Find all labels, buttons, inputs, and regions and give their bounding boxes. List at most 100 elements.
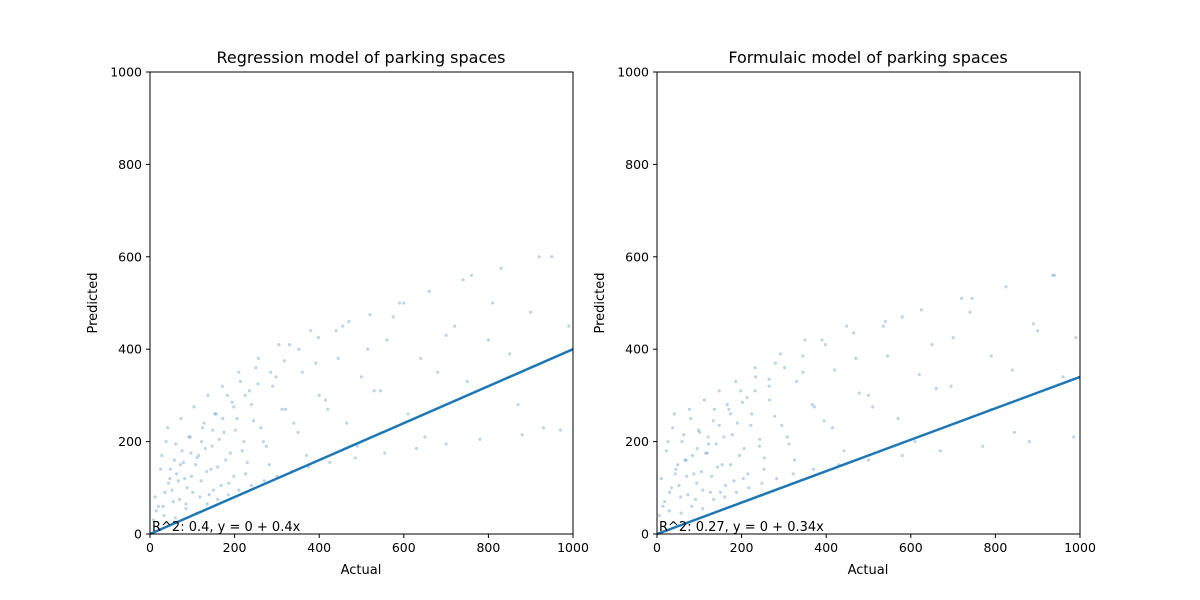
regression-data-point	[160, 453, 164, 458]
regression-x-tick-label: 1000	[557, 540, 589, 555]
formulaic-data-point	[750, 412, 754, 416]
regression-data-point	[175, 472, 179, 476]
regression-x-axis-label: Actual	[341, 563, 382, 578]
formulaic-data-point	[857, 391, 861, 395]
regression-data-point	[529, 310, 533, 314]
regression-data-point	[508, 352, 512, 356]
regression-x-tick-label: 200	[223, 540, 247, 555]
formulaic-data-point	[718, 490, 723, 494]
formulaic-data-point	[690, 453, 695, 458]
formulaic-data-point	[717, 423, 721, 427]
regression-data-point	[249, 483, 254, 488]
formulaic-data-point	[705, 451, 709, 455]
regression-data-point	[243, 393, 247, 397]
regression-data-point	[314, 361, 318, 365]
regression-data-point	[274, 375, 278, 379]
formulaic-data-point	[866, 393, 871, 397]
formulaic-data-point	[787, 442, 791, 446]
regression-data-point	[211, 488, 215, 492]
formulaic-data-point	[885, 354, 890, 358]
formulaic-y-tick-label: 400	[625, 342, 649, 357]
formulaic-x-axis-label: Actual	[848, 563, 889, 578]
regression-data-point	[427, 289, 431, 293]
regression-data-point	[262, 479, 266, 483]
formulaic-data-point	[854, 356, 858, 360]
regression-chart-title: Regression model of parking spaces	[217, 48, 506, 67]
formulaic-data-point	[767, 384, 771, 388]
formulaic-data-point	[881, 324, 885, 328]
regression-data-point	[249, 403, 254, 407]
formulaic-data-point	[746, 472, 750, 476]
formulaic-data-point	[680, 440, 684, 444]
regression-data-point	[309, 329, 313, 333]
regression-data-point	[151, 518, 155, 522]
regression-data-point	[216, 497, 220, 501]
formulaic-data-point	[661, 504, 665, 508]
formulaic-data-point	[767, 398, 772, 402]
regression-data-point	[217, 437, 221, 441]
regression-y-tick-label: 0	[134, 527, 142, 542]
regression-data-point	[541, 426, 546, 430]
formulaic-data-point	[677, 483, 681, 488]
formulaic-data-point	[723, 483, 728, 488]
formulaic-data-point	[795, 379, 799, 384]
formulaic-data-point	[791, 472, 795, 476]
regression-data-point	[280, 407, 284, 411]
regression-data-point	[194, 463, 198, 467]
formulaic-data-point	[762, 467, 766, 471]
formulaic-data-point	[702, 398, 707, 402]
formulaic-data-point	[951, 336, 955, 340]
regression-y-tick-label: 600	[118, 249, 142, 264]
formulaic-data-point	[693, 497, 698, 501]
regression-x-tick-label: 400	[307, 540, 331, 555]
regression-data-point	[221, 416, 225, 421]
formulaic-data-point	[830, 426, 835, 430]
regression-data-point	[336, 356, 340, 360]
formulaic-data-point	[762, 456, 767, 460]
regression-data-point	[334, 329, 338, 333]
regression-data-point	[469, 273, 474, 277]
formulaic-data-point	[664, 449, 668, 453]
formulaic-data-point	[729, 463, 733, 467]
regression-data-point	[264, 444, 268, 448]
formulaic-data-point	[690, 504, 694, 508]
regression-data-point	[184, 502, 188, 506]
formulaic-data-point	[753, 389, 757, 393]
formulaic-fit-line	[656, 375, 1081, 536]
formulaic-data-point	[767, 377, 771, 381]
regression-data-point	[179, 416, 183, 421]
formulaic-data-point	[695, 481, 699, 485]
regression-data-point	[520, 433, 524, 437]
formulaic-data-point	[679, 511, 683, 515]
regression-data-point	[206, 393, 210, 397]
regression-data-point	[156, 504, 161, 508]
regression-data-point	[282, 359, 287, 363]
regression-data-point	[499, 266, 503, 270]
regression-x-tick-label: 800	[476, 540, 500, 555]
formulaic-x-ticks: 0 200 400 600 800 1000	[653, 534, 1096, 555]
regression-data-point	[195, 456, 199, 460]
regression-data-point	[245, 460, 249, 464]
regression-data-point	[200, 426, 205, 430]
formulaic-x-tick-label: 400	[814, 540, 838, 555]
formulaic-data-point	[711, 419, 715, 423]
formulaic-data-point	[896, 416, 900, 421]
regression-data-point	[372, 389, 376, 393]
regression-data-point	[178, 463, 183, 467]
regression-data-point	[159, 467, 163, 471]
formulaic-data-point	[739, 389, 743, 393]
regression-data-point	[283, 407, 287, 411]
formulaic-data-point	[669, 486, 674, 490]
formulaic-data-point	[671, 426, 675, 430]
regression-data-point	[316, 336, 320, 340]
formulaic-data-point	[723, 495, 727, 499]
regression-data-point	[225, 393, 229, 397]
formulaic-data-point	[970, 296, 974, 300]
formulaic-data-point	[842, 449, 846, 453]
formulaic-data-point	[822, 419, 826, 423]
regression-data-point	[385, 338, 389, 342]
formulaic-data-point	[682, 433, 686, 437]
regression-annotation: R^2: 0.4, y = 0 + 0.4x	[152, 520, 301, 535]
formulaic-data-point	[803, 338, 807, 342]
formulaic-data-point	[657, 513, 662, 518]
